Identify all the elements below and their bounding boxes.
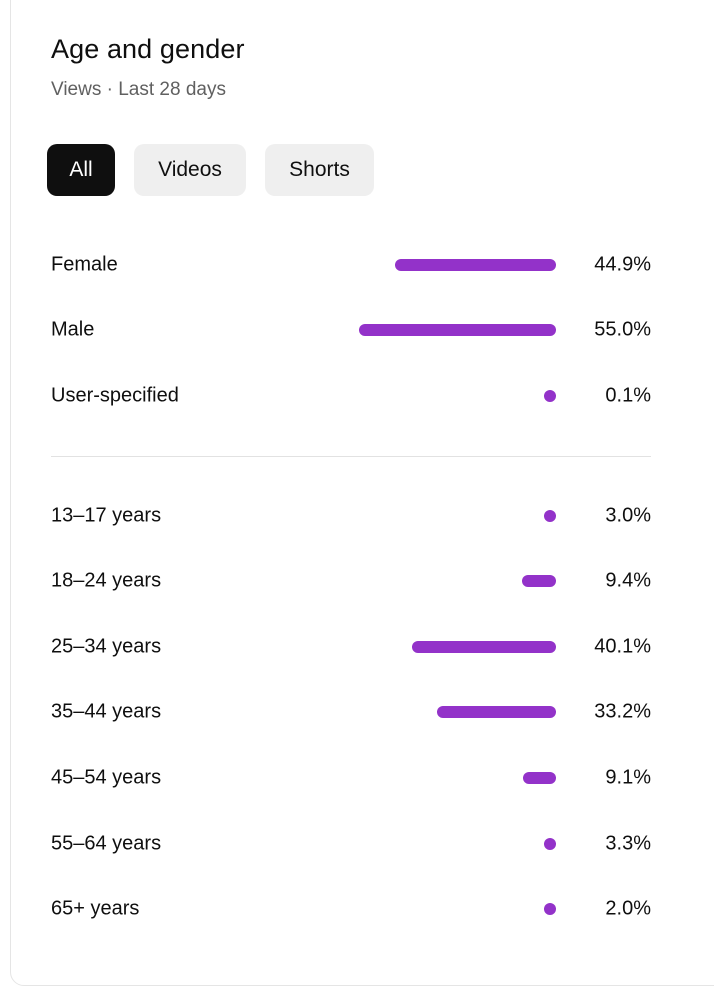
row-value: 0.1% [605,384,651,407]
age-row-65-plus: 65+ years 2.0% [51,889,651,929]
age-row-13-17: 13–17 years 3.0% [51,496,651,536]
gender-row-user-specified: User-specified 0.1% [51,376,651,416]
tab-shorts[interactable]: Shorts [265,144,374,196]
percentage-bar [523,772,556,784]
percentage-bar [522,575,556,587]
row-label: User-specified [51,384,179,407]
row-label: 25–34 years [51,635,162,658]
section-divider [51,456,651,457]
percentage-bar [437,706,556,718]
row-label: 18–24 years [51,569,162,592]
row-value: 2.0% [605,897,651,920]
filter-tabs: All Videos Shorts [47,144,393,196]
age-row-55-64: 55–64 years 3.3% [51,824,651,864]
row-value: 3.3% [605,832,651,855]
age-row-25-34: 25–34 years 40.1% [51,627,651,667]
percentage-bar [395,259,556,271]
gender-row-female: Female 44.9% [51,245,651,285]
row-label: 65+ years [51,897,140,920]
gender-row-male: Male 55.0% [51,310,651,350]
age-row-45-54: 45–54 years 9.1% [51,758,651,798]
row-value: 40.1% [594,635,651,658]
age-row-18-24: 18–24 years 9.4% [51,561,651,601]
row-value: 9.4% [605,569,651,592]
row-value: 9.1% [605,766,651,789]
tab-videos[interactable]: Videos [134,144,246,196]
card-title: Age and gender [51,34,245,64]
row-label: Male [51,318,95,341]
row-value: 3.0% [605,504,651,527]
row-label: 13–17 years [51,504,162,527]
percentage-bar [412,641,556,653]
percentage-bar [359,324,556,336]
age-row-35-44: 35–44 years 33.2% [51,692,651,732]
row-label: Female [51,253,118,276]
percentage-bar [544,903,556,915]
row-value: 33.2% [594,700,651,723]
card-subtitle: Views · Last 28 days [51,79,226,100]
row-label: 45–54 years [51,766,162,789]
row-value: 44.9% [594,253,651,276]
percentage-bar [544,838,556,850]
percentage-bar [544,510,556,522]
percentage-bar [544,390,556,402]
row-value: 55.0% [594,318,651,341]
row-label: 55–64 years [51,832,162,855]
tab-all[interactable]: All [47,144,115,196]
row-label: 35–44 years [51,700,162,723]
